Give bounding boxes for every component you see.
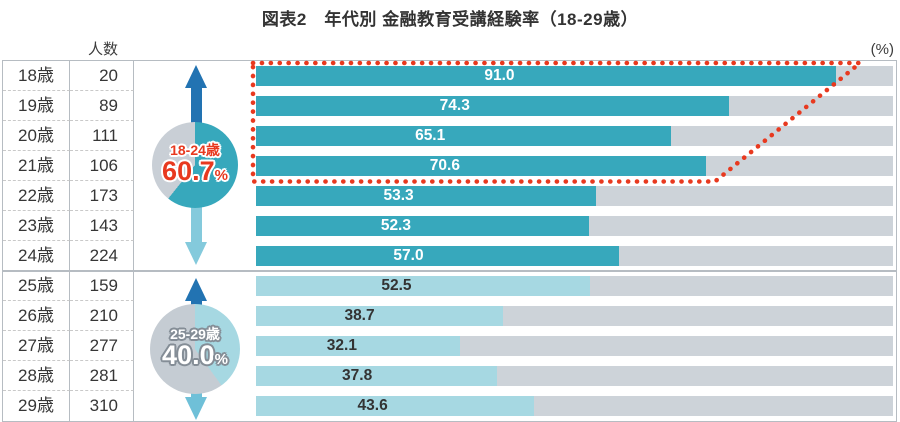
bar-value-label: 91.0 xyxy=(484,66,515,84)
count-value: 143 xyxy=(70,210,134,241)
bar-value-label: 53.3 xyxy=(383,186,414,204)
bar-track: 43.6 xyxy=(256,391,893,421)
count-value: 111 xyxy=(70,120,134,151)
count-value: 224 xyxy=(70,240,134,271)
bar-value-label: 37.8 xyxy=(342,366,373,384)
age-label: 19歳 xyxy=(3,90,70,121)
age-label: 25歳 xyxy=(3,270,70,301)
bar: 53.3 xyxy=(256,185,596,206)
down-arrow-icon xyxy=(185,242,207,265)
figure-title: 図表2 年代別 金融教育受講経験率（18-29歳） xyxy=(261,10,639,29)
table-row: 21歳 106 70.6 xyxy=(3,150,896,181)
age-label: 24歳 xyxy=(3,240,70,271)
group-rate-value: 40.0% xyxy=(162,339,228,370)
pie-chart-18-24: 18-24歳 60.7% xyxy=(152,122,238,208)
age-label: 20歳 xyxy=(3,120,70,151)
table-row: 18歳 20 91.0 xyxy=(3,60,896,91)
up-arrow-icon xyxy=(185,278,207,301)
percent-axis-label: (%) xyxy=(870,41,894,58)
age-label: 28歳 xyxy=(3,360,70,391)
bar-track: 37.8 xyxy=(256,361,893,391)
table-row: 29歳 310 43.6 xyxy=(3,390,896,421)
bar-track: 38.7 xyxy=(256,301,893,331)
count-value: 20 xyxy=(70,60,134,91)
count-value: 210 xyxy=(70,300,134,331)
count-value: 281 xyxy=(70,360,134,391)
age-label: 29歳 xyxy=(3,390,70,421)
bar-value-label: 65.1 xyxy=(415,126,446,144)
age-label: 23歳 xyxy=(3,210,70,241)
bar-track: 52.3 xyxy=(256,211,893,241)
count-value: 106 xyxy=(70,150,134,181)
count-value: 159 xyxy=(70,270,134,301)
table-row: 28歳 281 37.8 xyxy=(3,360,896,391)
bar: 38.7 xyxy=(256,305,503,326)
table-row: 20歳 111 65.1 xyxy=(3,120,896,151)
bar: 57.0 xyxy=(256,245,620,266)
bar-value-label: 74.3 xyxy=(439,96,470,114)
bar: 91.0 xyxy=(256,65,836,86)
bar: 65.1 xyxy=(256,125,671,146)
bar: 74.3 xyxy=(256,95,730,116)
bar-track: 53.3 xyxy=(256,181,893,211)
group-range-label: 18-24歳 xyxy=(170,141,220,158)
table-row: 25歳 159 52.5 xyxy=(3,270,896,301)
table-row: 26歳 210 38.7 xyxy=(3,300,896,331)
bar-track: 74.3 xyxy=(256,91,893,121)
bar-value-label: 52.5 xyxy=(381,276,412,294)
count-value: 310 xyxy=(70,390,134,421)
age-label: 22歳 xyxy=(3,180,70,211)
bar: 37.8 xyxy=(256,365,497,386)
count-value: 173 xyxy=(70,180,134,211)
bar-value-label: 57.0 xyxy=(393,246,424,264)
table-row: 23歳 143 52.3 xyxy=(3,210,896,241)
down-arrow-icon xyxy=(185,397,207,420)
age-label: 21歳 xyxy=(3,150,70,181)
bar-track: 32.1 xyxy=(256,331,893,361)
table-row: 22歳 173 53.3 xyxy=(3,180,896,211)
table-row: 24歳 224 57.0 xyxy=(3,240,896,271)
count-value: 89 xyxy=(70,90,134,121)
bar-value-label: 38.7 xyxy=(344,306,375,324)
bar-track: 70.6 xyxy=(256,151,893,181)
bar: 52.5 xyxy=(256,275,591,296)
count-column-header: 人数 xyxy=(87,41,118,58)
bar-track: 52.5 xyxy=(256,271,893,301)
bar: 52.3 xyxy=(256,215,590,236)
bar: 70.6 xyxy=(256,155,706,176)
bar: 32.1 xyxy=(256,335,461,356)
table-row: 27歳 277 32.1 xyxy=(3,330,896,361)
age-label: 18歳 xyxy=(3,60,70,91)
bar-value-label: 43.6 xyxy=(357,396,388,414)
bar-value-label: 52.3 xyxy=(380,216,411,234)
pie-chart-25-29: 25-29歳 40.0% xyxy=(150,304,240,394)
bar-track: 57.0 xyxy=(256,241,893,271)
up-arrow-icon xyxy=(185,65,207,88)
age-label: 27歳 xyxy=(3,330,70,361)
bar-value-label: 32.1 xyxy=(326,336,357,354)
table-row: 19歳 89 74.3 xyxy=(3,90,896,121)
bar-track: 65.1 xyxy=(256,121,893,151)
chart-frame: 18歳 20 91.0 19歳 89 74.3 20歳 111 65.1 21歳… xyxy=(2,59,897,422)
bar-value-label: 70.6 xyxy=(429,156,460,174)
count-value: 277 xyxy=(70,330,134,361)
bar-track: 91.0 xyxy=(256,61,893,91)
group-rate-value: 60.7% xyxy=(162,155,228,186)
group-separator-line xyxy=(2,269,897,272)
bar: 43.6 xyxy=(256,395,534,416)
group-range-label: 25-29歳 xyxy=(170,325,220,342)
age-label: 26歳 xyxy=(3,300,70,331)
